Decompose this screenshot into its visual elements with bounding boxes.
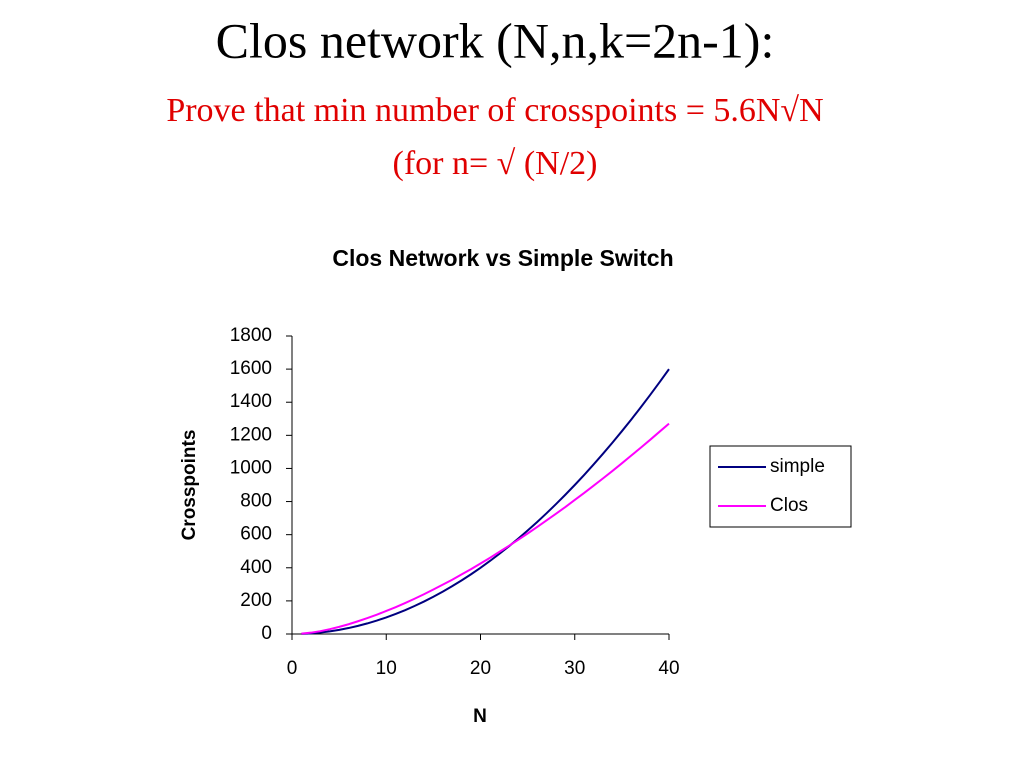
y-axis-label: Crosspoints <box>179 430 200 541</box>
slide-note: (for n= √ (N/2) <box>393 145 598 182</box>
x-tick-label: 40 <box>658 658 679 679</box>
chart-title: Clos Network vs Simple Switch <box>332 245 673 271</box>
legend-label: Clos <box>770 495 808 516</box>
y-tick-label: 1000 <box>230 457 272 478</box>
legend-label: simple <box>770 456 825 477</box>
legend-box <box>709 445 852 528</box>
y-tick-label: 400 <box>240 557 272 578</box>
y-tick-label: 1400 <box>230 391 272 412</box>
x-axis-label: N <box>473 706 487 727</box>
y-tick-label: 800 <box>240 491 272 512</box>
y-tick-label: 600 <box>240 524 272 545</box>
y-tick-label: 1600 <box>230 358 272 379</box>
slide-subtitle: Prove that min number of crosspoints = 5… <box>166 92 823 129</box>
x-tick-label: 20 <box>470 658 491 679</box>
y-tick-label: 1800 <box>230 325 272 346</box>
x-tick-label: 10 <box>376 658 397 679</box>
y-tick-label: 200 <box>240 590 272 611</box>
x-tick-label: 0 <box>287 658 298 679</box>
series-line <box>301 368 670 635</box>
y-tick-label: 0 <box>261 623 272 644</box>
slide-title: Clos network (N,n,k=2n-1): <box>216 12 775 68</box>
y-tick-label: 1200 <box>230 424 272 445</box>
x-tick-label: 30 <box>564 658 585 679</box>
series-line <box>301 422 670 635</box>
